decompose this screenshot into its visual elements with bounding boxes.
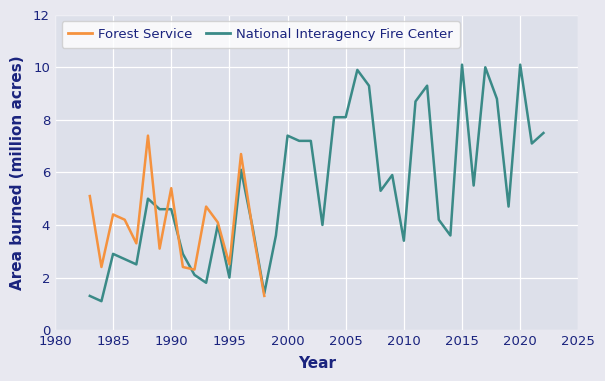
National Interagency Fire Center xyxy=(156,207,163,211)
Forest Service xyxy=(145,133,152,138)
Forest Service xyxy=(98,265,105,269)
National Interagency Fire Center xyxy=(203,280,210,285)
National Interagency Fire Center xyxy=(319,223,326,227)
National Interagency Fire Center xyxy=(132,262,140,267)
National Interagency Fire Center xyxy=(517,62,524,67)
Forest Service xyxy=(110,212,117,217)
National Interagency Fire Center xyxy=(493,96,500,101)
National Interagency Fire Center xyxy=(459,62,466,67)
National Interagency Fire Center xyxy=(330,115,338,120)
National Interagency Fire Center xyxy=(354,67,361,72)
Forest Service xyxy=(191,267,198,272)
Forest Service xyxy=(86,194,93,199)
National Interagency Fire Center xyxy=(342,115,349,120)
Forest Service xyxy=(214,220,221,225)
National Interagency Fire Center xyxy=(168,207,175,211)
Forest Service xyxy=(226,262,233,267)
National Interagency Fire Center xyxy=(191,273,198,277)
X-axis label: Year: Year xyxy=(298,356,336,371)
Line: Forest Service: Forest Service xyxy=(90,136,264,296)
National Interagency Fire Center xyxy=(226,275,233,280)
National Interagency Fire Center xyxy=(412,99,419,104)
National Interagency Fire Center xyxy=(365,83,373,88)
Forest Service xyxy=(249,228,257,232)
National Interagency Fire Center xyxy=(401,239,408,243)
National Interagency Fire Center xyxy=(388,173,396,177)
National Interagency Fire Center xyxy=(307,139,315,143)
National Interagency Fire Center xyxy=(110,251,117,256)
National Interagency Fire Center xyxy=(377,189,384,193)
National Interagency Fire Center xyxy=(446,233,454,238)
Forest Service xyxy=(168,186,175,190)
Legend: Forest Service, National Interagency Fire Center: Forest Service, National Interagency Fir… xyxy=(62,21,460,48)
Forest Service xyxy=(132,241,140,246)
National Interagency Fire Center xyxy=(249,225,257,230)
National Interagency Fire Center xyxy=(470,183,477,188)
National Interagency Fire Center xyxy=(296,139,303,143)
Forest Service xyxy=(237,152,244,156)
Line: National Interagency Fire Center: National Interagency Fire Center xyxy=(90,65,543,301)
National Interagency Fire Center xyxy=(214,223,221,227)
Forest Service xyxy=(156,247,163,251)
National Interagency Fire Center xyxy=(284,133,291,138)
National Interagency Fire Center xyxy=(424,83,431,88)
Forest Service xyxy=(203,204,210,209)
National Interagency Fire Center xyxy=(237,168,244,172)
National Interagency Fire Center xyxy=(528,141,535,146)
National Interagency Fire Center xyxy=(86,294,93,298)
National Interagency Fire Center xyxy=(261,291,268,296)
National Interagency Fire Center xyxy=(121,257,128,261)
National Interagency Fire Center xyxy=(272,233,280,238)
National Interagency Fire Center xyxy=(435,218,442,222)
Forest Service xyxy=(179,265,186,269)
National Interagency Fire Center xyxy=(98,299,105,303)
National Interagency Fire Center xyxy=(505,204,512,209)
Y-axis label: Area burned (million acres): Area burned (million acres) xyxy=(10,55,25,290)
National Interagency Fire Center xyxy=(540,131,547,135)
Forest Service xyxy=(121,218,128,222)
National Interagency Fire Center xyxy=(145,196,152,201)
Forest Service xyxy=(261,294,268,298)
National Interagency Fire Center xyxy=(179,251,186,256)
National Interagency Fire Center xyxy=(482,65,489,70)
